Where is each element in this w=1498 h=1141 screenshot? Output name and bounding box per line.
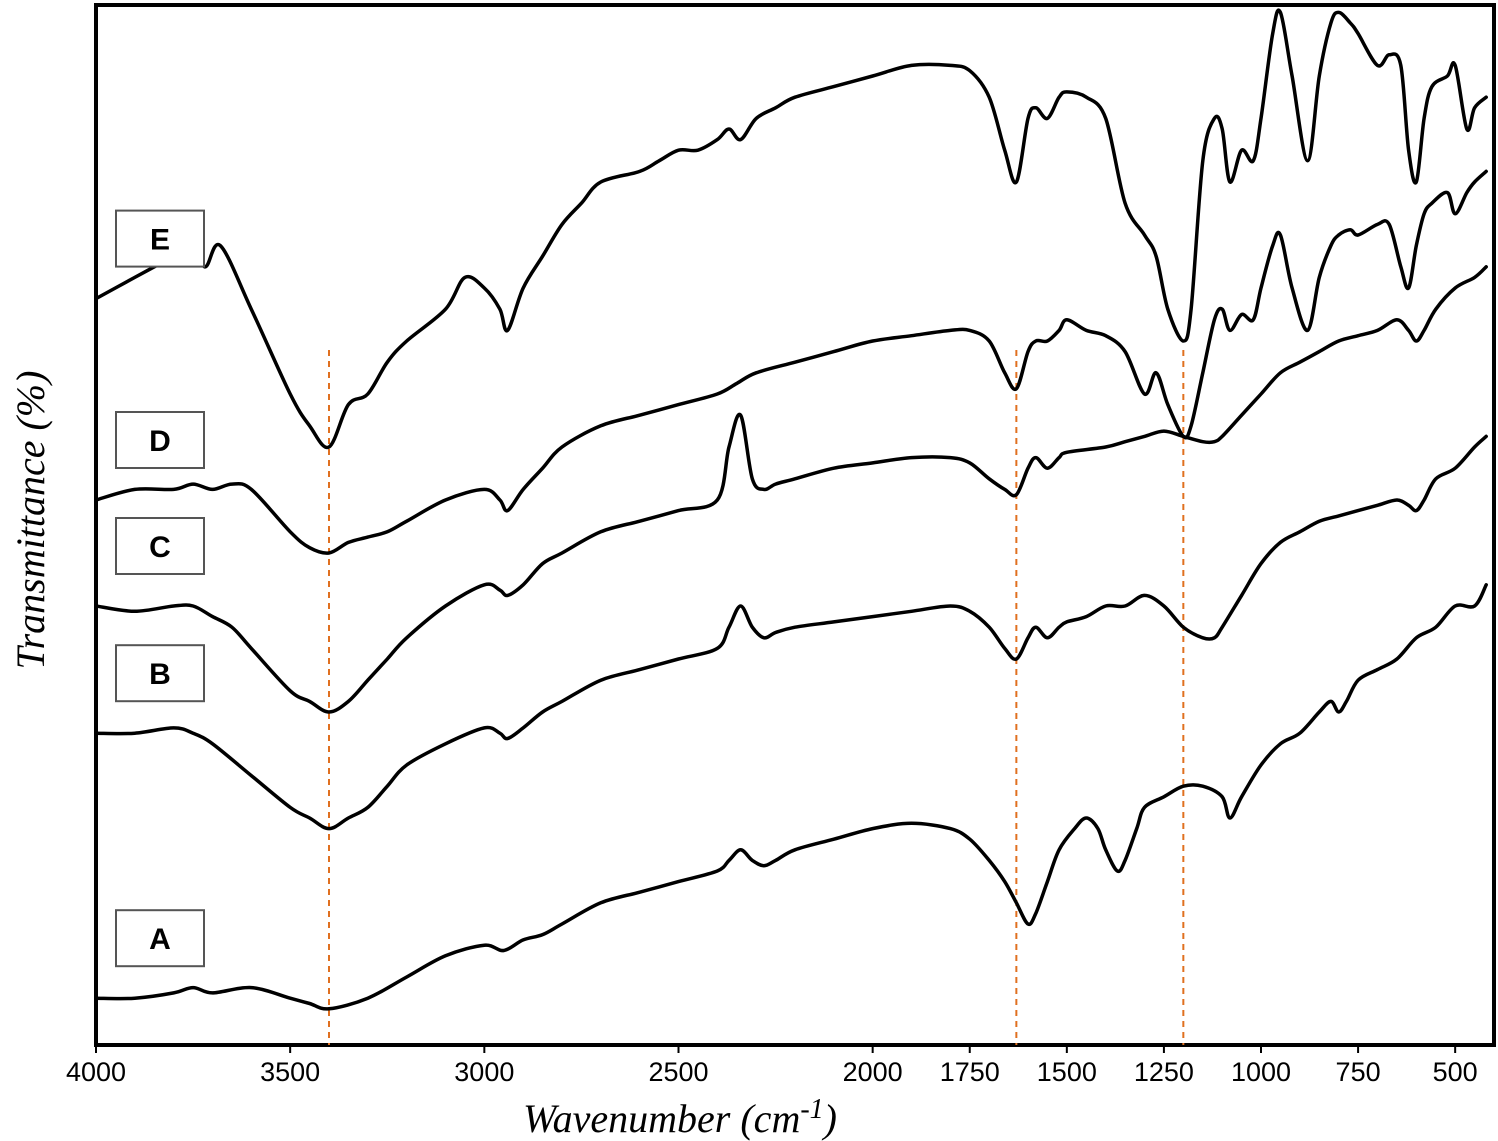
x-tick-label-4000: 4000 xyxy=(66,1057,126,1087)
x-axis-title-close: ) xyxy=(822,1096,837,1141)
x-tick-label-500: 500 xyxy=(1433,1057,1478,1087)
series-label-B: B xyxy=(115,644,205,703)
x-tick-label-3500: 3500 xyxy=(260,1057,320,1087)
x-tick-label-2000: 2000 xyxy=(843,1057,903,1087)
series-label-text-C: C xyxy=(149,531,171,564)
series-label-text-B: B xyxy=(149,658,171,691)
x-tick-label-750: 750 xyxy=(1336,1057,1381,1087)
series-line-E xyxy=(94,8,1488,450)
x-tick-label-1250: 1250 xyxy=(1134,1057,1194,1087)
series-label-text-A: A xyxy=(149,923,171,956)
y-axis-title: Transmittance (%) xyxy=(8,371,53,670)
series-label-box-D xyxy=(115,411,205,469)
series-label-box-A xyxy=(115,909,205,968)
series-labels: E D C B A xyxy=(115,209,205,968)
spectra-series xyxy=(94,8,1488,1011)
series-label-box-B xyxy=(115,644,205,703)
series-label-text-D: D xyxy=(149,425,171,458)
series-label-box-E xyxy=(115,209,205,268)
series-label-D: D xyxy=(115,411,205,469)
x-axis-title-main: Wavenumber (cm xyxy=(523,1096,800,1141)
x-axis-title: Wavenumber (cm-1) xyxy=(523,1094,837,1141)
series-label-text-E: E xyxy=(150,224,170,257)
series-label-E: E xyxy=(115,209,205,268)
x-axis-ticks: 4000 3500 3000 2500 2000 1750 1500 1250 1000 750 5… xyxy=(66,1045,1478,1087)
x-axis-title-superscript: -1 xyxy=(800,1094,823,1125)
x-tick-label-3000: 3000 xyxy=(454,1057,514,1087)
series-line-A xyxy=(94,583,1488,1011)
series-label-C: C xyxy=(115,517,205,575)
reference-lines xyxy=(328,350,1185,1045)
series-line-C xyxy=(94,265,1488,714)
series-line-B xyxy=(94,434,1488,831)
series-label-box-C xyxy=(115,517,205,575)
x-tick-label-2500: 2500 xyxy=(648,1057,708,1087)
plot-frame xyxy=(94,3,1496,1047)
x-tick-label-1750: 1750 xyxy=(940,1057,1000,1087)
series-label-A: A xyxy=(115,909,205,968)
x-tick-label-1000: 1000 xyxy=(1231,1057,1291,1087)
series-line-D xyxy=(94,169,1488,555)
x-tick-label-1500: 1500 xyxy=(1037,1057,1097,1087)
